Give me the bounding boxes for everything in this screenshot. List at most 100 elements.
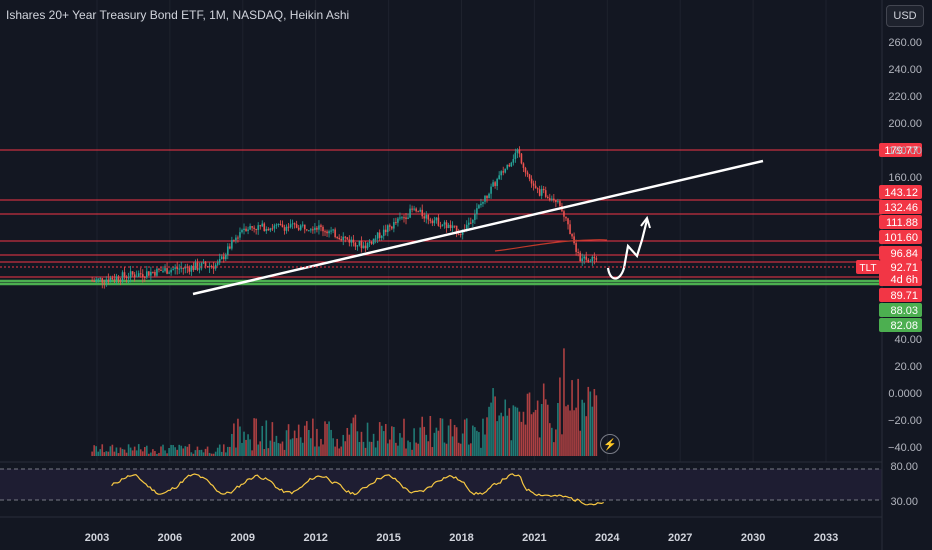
candle (395, 222, 397, 224)
volume-bar (192, 453, 195, 456)
time-tick: 2015 (376, 532, 400, 544)
candle (393, 222, 395, 229)
candle (241, 229, 243, 233)
volume-tick: 40.00 (894, 334, 922, 346)
candle (301, 224, 304, 226)
moving-average-line (494, 238, 608, 252)
volume-bar (129, 447, 132, 456)
candle (419, 209, 421, 212)
volume-bar (139, 449, 142, 456)
volume-bar (401, 437, 403, 456)
candle (233, 240, 235, 242)
lightning-icon[interactable]: ⚡ (600, 434, 620, 454)
volume-bar (409, 442, 411, 456)
candle (127, 277, 130, 279)
candle (344, 236, 347, 238)
volume-bar (425, 434, 428, 456)
candle (595, 258, 598, 260)
volume-bar (413, 428, 415, 456)
volume-bar (210, 453, 213, 456)
candle (488, 193, 490, 199)
candle (362, 245, 365, 249)
candle (202, 262, 205, 264)
candle (257, 225, 259, 230)
volume-bar (295, 438, 298, 456)
volume-bar (500, 412, 502, 456)
volume-bar (506, 415, 509, 456)
candle (342, 236, 345, 240)
volume-bar (316, 428, 318, 456)
volume-bar (342, 434, 345, 456)
trendline[interactable] (192, 159, 764, 296)
candle (403, 217, 405, 219)
volume-bar (184, 446, 187, 456)
candle (206, 266, 209, 268)
volume-bar (314, 446, 316, 456)
candle (524, 167, 527, 173)
time-tick: 2006 (158, 532, 182, 544)
candle (356, 245, 359, 247)
volume-bar (391, 426, 393, 456)
price-label-text: 82.08 (890, 320, 918, 332)
volume-bar (354, 414, 357, 456)
time-tick: 2024 (595, 532, 620, 544)
candle (170, 269, 172, 273)
candle (340, 239, 343, 241)
candle (168, 272, 170, 274)
volume-bar (336, 438, 338, 456)
volume-bar (563, 348, 565, 456)
volume-bar (259, 441, 262, 456)
volume-bar (356, 431, 359, 456)
price-label-text: 96.84 (890, 248, 918, 260)
volume-bar (332, 438, 334, 456)
candle (459, 234, 462, 236)
projection-drawing[interactable] (606, 219, 649, 280)
volume-bar (344, 441, 347, 456)
symbol-badge[interactable]: TLT (856, 260, 880, 274)
volume-bar (214, 451, 217, 456)
volume-bar (476, 430, 478, 456)
candle (540, 188, 543, 196)
rsi-tick: 80.00 (890, 461, 918, 473)
volume-bar (455, 427, 458, 456)
volume-bar (119, 447, 122, 456)
candle (573, 236, 575, 244)
volume-bar (435, 427, 438, 456)
candle (492, 182, 494, 187)
candle (249, 226, 251, 230)
currency-button[interactable]: USD (886, 5, 924, 27)
volume-bar (194, 450, 197, 456)
candle (111, 277, 114, 280)
volume-bar (303, 425, 306, 456)
volume-bar (358, 441, 361, 456)
volume-bar (93, 445, 95, 456)
volume-bar (261, 425, 264, 456)
volume-bar (583, 402, 586, 456)
volume-bar (285, 430, 288, 456)
candle (425, 214, 428, 219)
volume-bar (224, 452, 227, 456)
volume-bar (474, 427, 476, 456)
volume-bar (532, 412, 535, 456)
price-label: 89.71 (879, 288, 922, 302)
candle (522, 163, 525, 168)
volume-bar (115, 447, 118, 456)
volume-bar (237, 418, 239, 456)
volume-bar (324, 421, 326, 456)
candle (231, 240, 233, 249)
candle (378, 232, 381, 238)
volume-bar (536, 400, 539, 456)
candle (557, 201, 559, 203)
candle (467, 222, 470, 225)
volume-bar (322, 444, 324, 456)
volume-bar (330, 429, 332, 456)
volume-bar (340, 446, 343, 456)
volume-bar (239, 426, 241, 456)
candle (354, 242, 357, 247)
volume-bar (247, 434, 249, 456)
candle (553, 198, 555, 201)
candle (259, 225, 262, 227)
volume-bar (548, 423, 551, 456)
candle (117, 276, 120, 281)
